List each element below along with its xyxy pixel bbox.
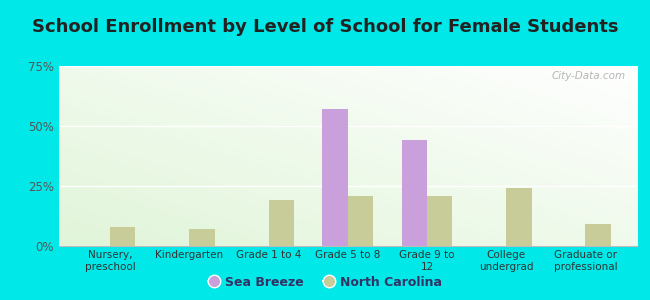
Text: School Enrollment by Level of School for Female Students: School Enrollment by Level of School for… bbox=[32, 18, 618, 36]
Bar bbox=[402, 140, 427, 246]
Bar bbox=[322, 109, 348, 246]
Bar bbox=[586, 224, 611, 246]
Bar bbox=[506, 188, 532, 246]
Bar bbox=[110, 227, 135, 246]
Text: City-Data.com: City-Data.com bbox=[551, 71, 625, 81]
Bar bbox=[348, 196, 373, 246]
Bar bbox=[427, 196, 452, 246]
Bar bbox=[268, 200, 294, 246]
Bar bbox=[189, 229, 214, 246]
Legend: Sea Breeze, North Carolina: Sea Breeze, North Carolina bbox=[203, 271, 447, 294]
